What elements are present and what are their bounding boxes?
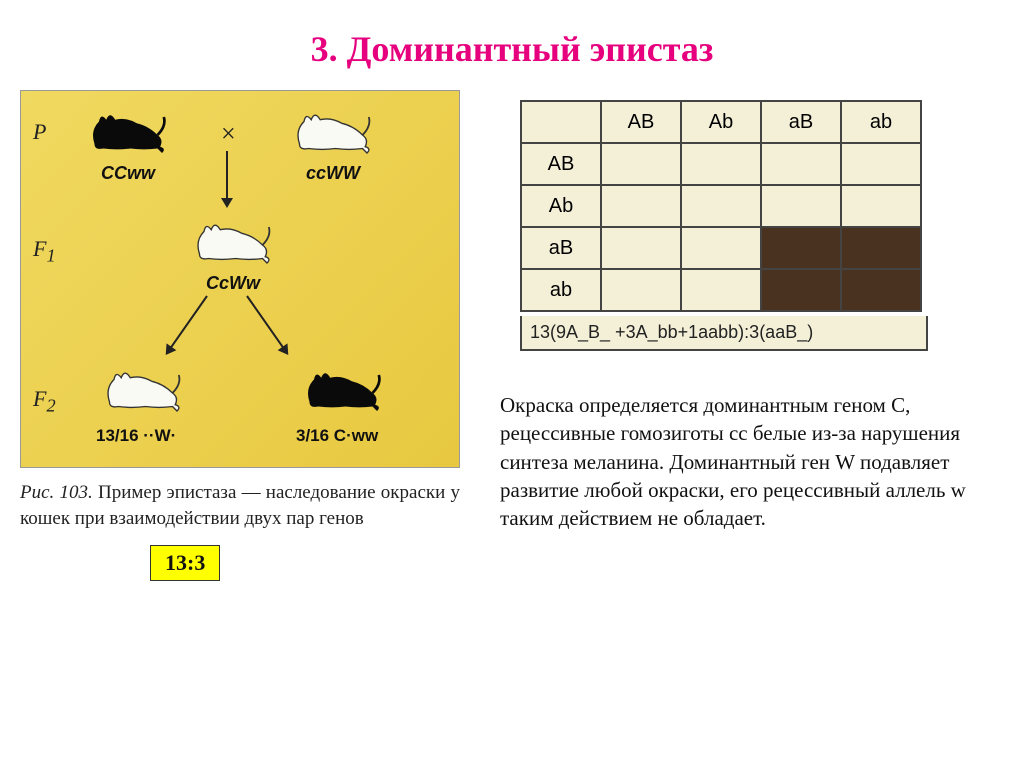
punnett-cell [841, 185, 921, 227]
f2-cat-white [96, 361, 186, 416]
punnett-cell [681, 227, 761, 269]
punnett-cell [681, 185, 761, 227]
punnett-col-header: AB [601, 101, 681, 143]
p2-genotype: ccWW [306, 163, 360, 184]
punnett-cell [761, 185, 841, 227]
punnett-cell [601, 269, 681, 311]
punnett-row: Ab [521, 185, 921, 227]
description-text: Окраска определяется доминантным геном С… [500, 391, 1000, 533]
arrow-f1-f2-left [166, 295, 208, 353]
arrow-p-f1 [226, 151, 228, 206]
punnett-cell [681, 143, 761, 185]
f1-label: F1 [33, 236, 56, 266]
punnett-square: AB Ab aB ab AB Ab aB ab [520, 100, 922, 312]
punnett-header-row: AB Ab aB ab [521, 101, 921, 143]
punnett-cell [841, 143, 921, 185]
punnett-row-header: aB [521, 227, 601, 269]
p1-genotype: CCww [101, 163, 155, 184]
punnett-cell-dark [841, 227, 921, 269]
punnett-row-header: ab [521, 269, 601, 311]
f1-genotype: CcWw [206, 273, 260, 294]
punnett-cell [761, 143, 841, 185]
punnett-formula: 13(9A_B_ +3A_bb+1aabb):3(aaB_) [520, 316, 928, 351]
punnett-cell-dark [761, 227, 841, 269]
cross-diagram: P × CCww ccWW F1 CcWw F2 [20, 90, 460, 468]
figure-number: Рис. 103. [20, 482, 93, 503]
punnett-cell-dark [761, 269, 841, 311]
f2-ratio-white: 13/16 ··W· [96, 426, 176, 446]
punnett-col-header: ab [841, 101, 921, 143]
p-generation-label: P [33, 119, 46, 145]
punnett-row-header: AB [521, 143, 601, 185]
cross-symbol: × [221, 119, 236, 149]
punnett-cell [601, 185, 681, 227]
f2-label: F2 [33, 386, 56, 416]
punnett-col-header: aB [761, 101, 841, 143]
arrow-f1-f2-right [246, 295, 288, 353]
punnett-row: aB [521, 227, 921, 269]
punnett-cell [681, 269, 761, 311]
punnett-cell-dark [841, 269, 921, 311]
punnett-col-header: Ab [681, 101, 761, 143]
left-column: P × CCww ccWW F1 CcWw F2 [20, 90, 470, 581]
page-title: 3. Доминантный эпистаз [0, 0, 1024, 90]
f1-cat-white [186, 213, 276, 268]
figure-caption: Рис. 103. Пример эпистаза — наследование… [20, 480, 460, 531]
f2-ratio-black: 3/16 C·ww [296, 426, 378, 446]
punnett-cell [601, 227, 681, 269]
punnett-row: AB [521, 143, 921, 185]
punnett-row-header: Ab [521, 185, 601, 227]
right-column: AB Ab aB ab AB Ab aB ab 13(9A_B_ +3A [500, 90, 1000, 581]
punnett-corner [521, 101, 601, 143]
p-cat-white [286, 103, 376, 158]
p-cat-black [81, 103, 171, 158]
punnett-cell [601, 143, 681, 185]
f2-cat-black [296, 361, 386, 416]
content-wrap: P × CCww ccWW F1 CcWw F2 [0, 90, 1024, 581]
ratio-badge: 13:3 [150, 545, 220, 581]
punnett-row: ab [521, 269, 921, 311]
